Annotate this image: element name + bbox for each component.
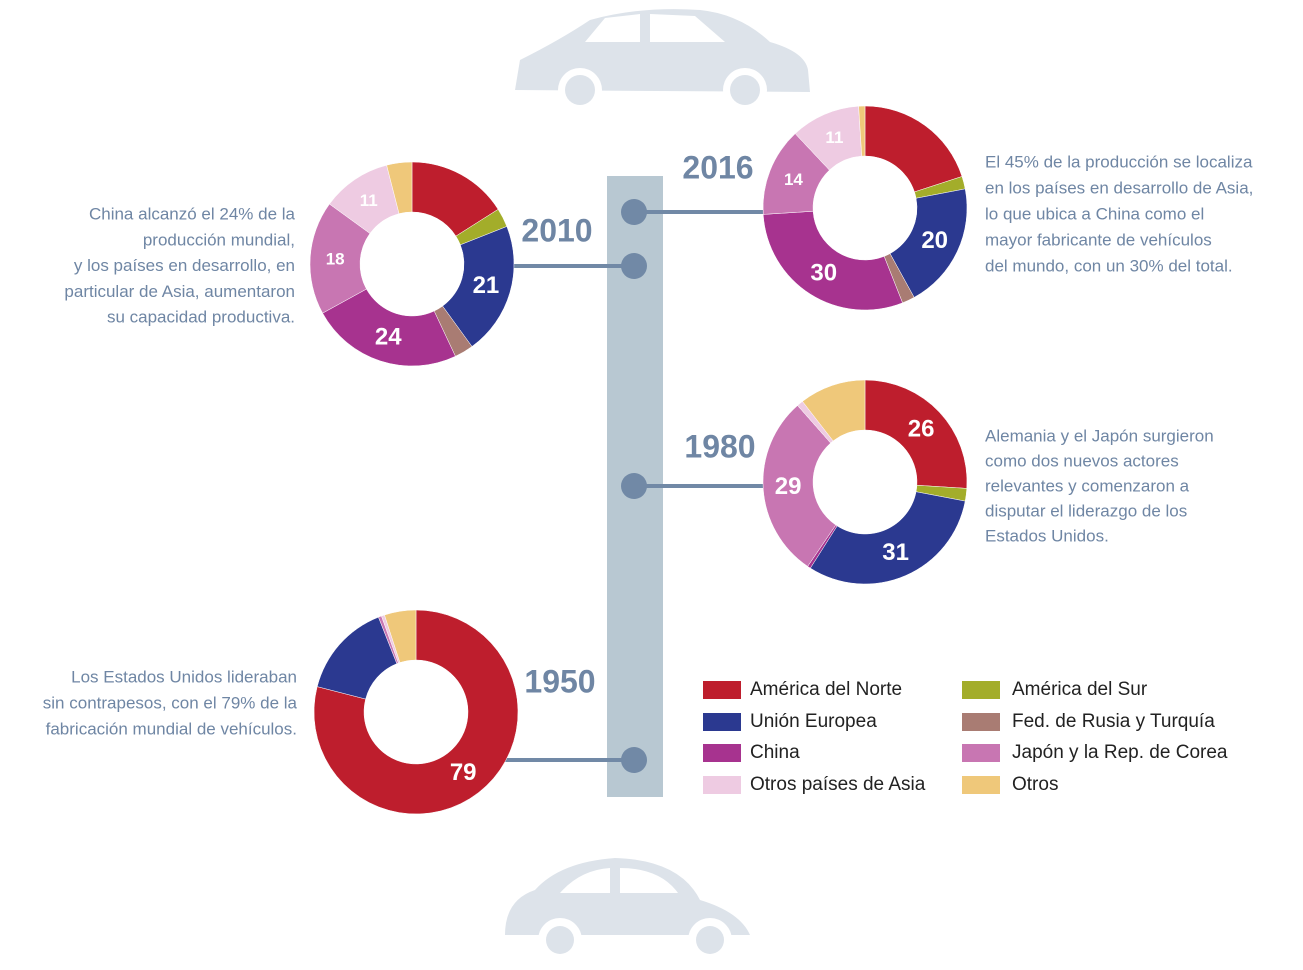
annotation-line: relevantes y comenzaron a bbox=[985, 476, 1190, 495]
donut-slice bbox=[858, 105, 866, 157]
legend-label: Otros países de Asia bbox=[750, 774, 926, 795]
data-label: 21 bbox=[473, 272, 500, 299]
donut-slice bbox=[889, 188, 968, 298]
donut-slice bbox=[386, 161, 413, 214]
legend-label: Fed. de Rusia y Turquía bbox=[1012, 711, 1215, 732]
legend-label: Japón y la Rep. de Corea bbox=[1012, 742, 1228, 763]
legend-swatch bbox=[703, 744, 741, 762]
legend-swatch bbox=[703, 713, 741, 731]
timeline-dot bbox=[621, 747, 647, 773]
annotation-line: fabricación mundial de vehículos. bbox=[46, 719, 297, 738]
annotation-line: su capacidad productiva. bbox=[107, 308, 295, 327]
legend-label: China bbox=[750, 742, 800, 763]
data-label: 14 bbox=[784, 170, 803, 189]
donut-slice bbox=[313, 609, 519, 815]
data-label: 11 bbox=[825, 128, 843, 147]
car-top-icon bbox=[515, 9, 810, 112]
legend-swatch bbox=[962, 713, 1000, 731]
year-label: 1950 bbox=[524, 663, 595, 699]
legend-swatch bbox=[962, 776, 1000, 794]
data-label: 79 bbox=[450, 759, 477, 786]
annotation-line: en los países en desarrollo de Asia, bbox=[985, 178, 1253, 197]
data-label: 24 bbox=[375, 324, 402, 351]
data-label: 30 bbox=[810, 259, 837, 286]
annotation-line: disputar el liderazgo de los bbox=[985, 501, 1187, 520]
donut-slice bbox=[864, 105, 963, 193]
year-label: 2010 bbox=[521, 212, 592, 248]
donut-slice bbox=[762, 210, 903, 311]
annotation-line: lo que ubica a China como el bbox=[985, 204, 1204, 223]
data-label: 11 bbox=[360, 191, 378, 210]
data-label: 31 bbox=[882, 539, 909, 566]
annotation-line: mayor fabricante de vehículos bbox=[985, 230, 1212, 249]
legend-swatch bbox=[962, 681, 1000, 699]
data-label: 18 bbox=[326, 250, 345, 269]
annotation-line: sin contrapesos, con el 79% de la bbox=[43, 693, 298, 712]
donut-slice bbox=[810, 491, 966, 585]
data-label: 29 bbox=[775, 473, 802, 500]
car-bottom-icon bbox=[505, 858, 750, 962]
annotation-line: del mundo, con un 30% del total. bbox=[985, 256, 1233, 275]
legend-label: Unión Europea bbox=[750, 711, 877, 732]
data-label: 26 bbox=[908, 416, 935, 443]
annotation-line: Estados Unidos. bbox=[985, 526, 1109, 545]
data-label: 20 bbox=[921, 227, 948, 254]
legend-label: América del Norte bbox=[750, 679, 902, 700]
donut-slice bbox=[762, 405, 837, 567]
year-label: 2016 bbox=[682, 149, 753, 185]
annotation-line: Alemania y el Japón surgieron bbox=[985, 426, 1214, 445]
annotation-line: producción mundial, bbox=[143, 230, 295, 249]
legend-swatch bbox=[703, 776, 741, 794]
annotation-line: como dos nuevos actores bbox=[985, 451, 1179, 470]
annotation-line: China alcanzó el 24% de la bbox=[89, 204, 296, 223]
annotation-line: Los Estados Unidos lideraban bbox=[71, 667, 297, 686]
legend-label: Otros bbox=[1012, 774, 1058, 795]
donut-slice bbox=[802, 379, 866, 442]
legend-swatch bbox=[962, 744, 1000, 762]
timeline-dot bbox=[621, 199, 647, 225]
timeline-dot bbox=[621, 253, 647, 279]
year-label: 1980 bbox=[684, 428, 755, 464]
donut-slice bbox=[864, 379, 968, 489]
legend-label: América del Sur bbox=[1012, 679, 1148, 700]
timeline-dot bbox=[621, 473, 647, 499]
legend-swatch bbox=[703, 681, 741, 699]
annotation-line: y los países en desarrollo, en bbox=[74, 256, 295, 275]
annotation-line: particular de Asia, aumentaron bbox=[64, 282, 295, 301]
donut-slice bbox=[322, 288, 456, 367]
donut-slice bbox=[384, 609, 417, 663]
annotation-line: El 45% de la producción se localiza bbox=[985, 152, 1253, 171]
